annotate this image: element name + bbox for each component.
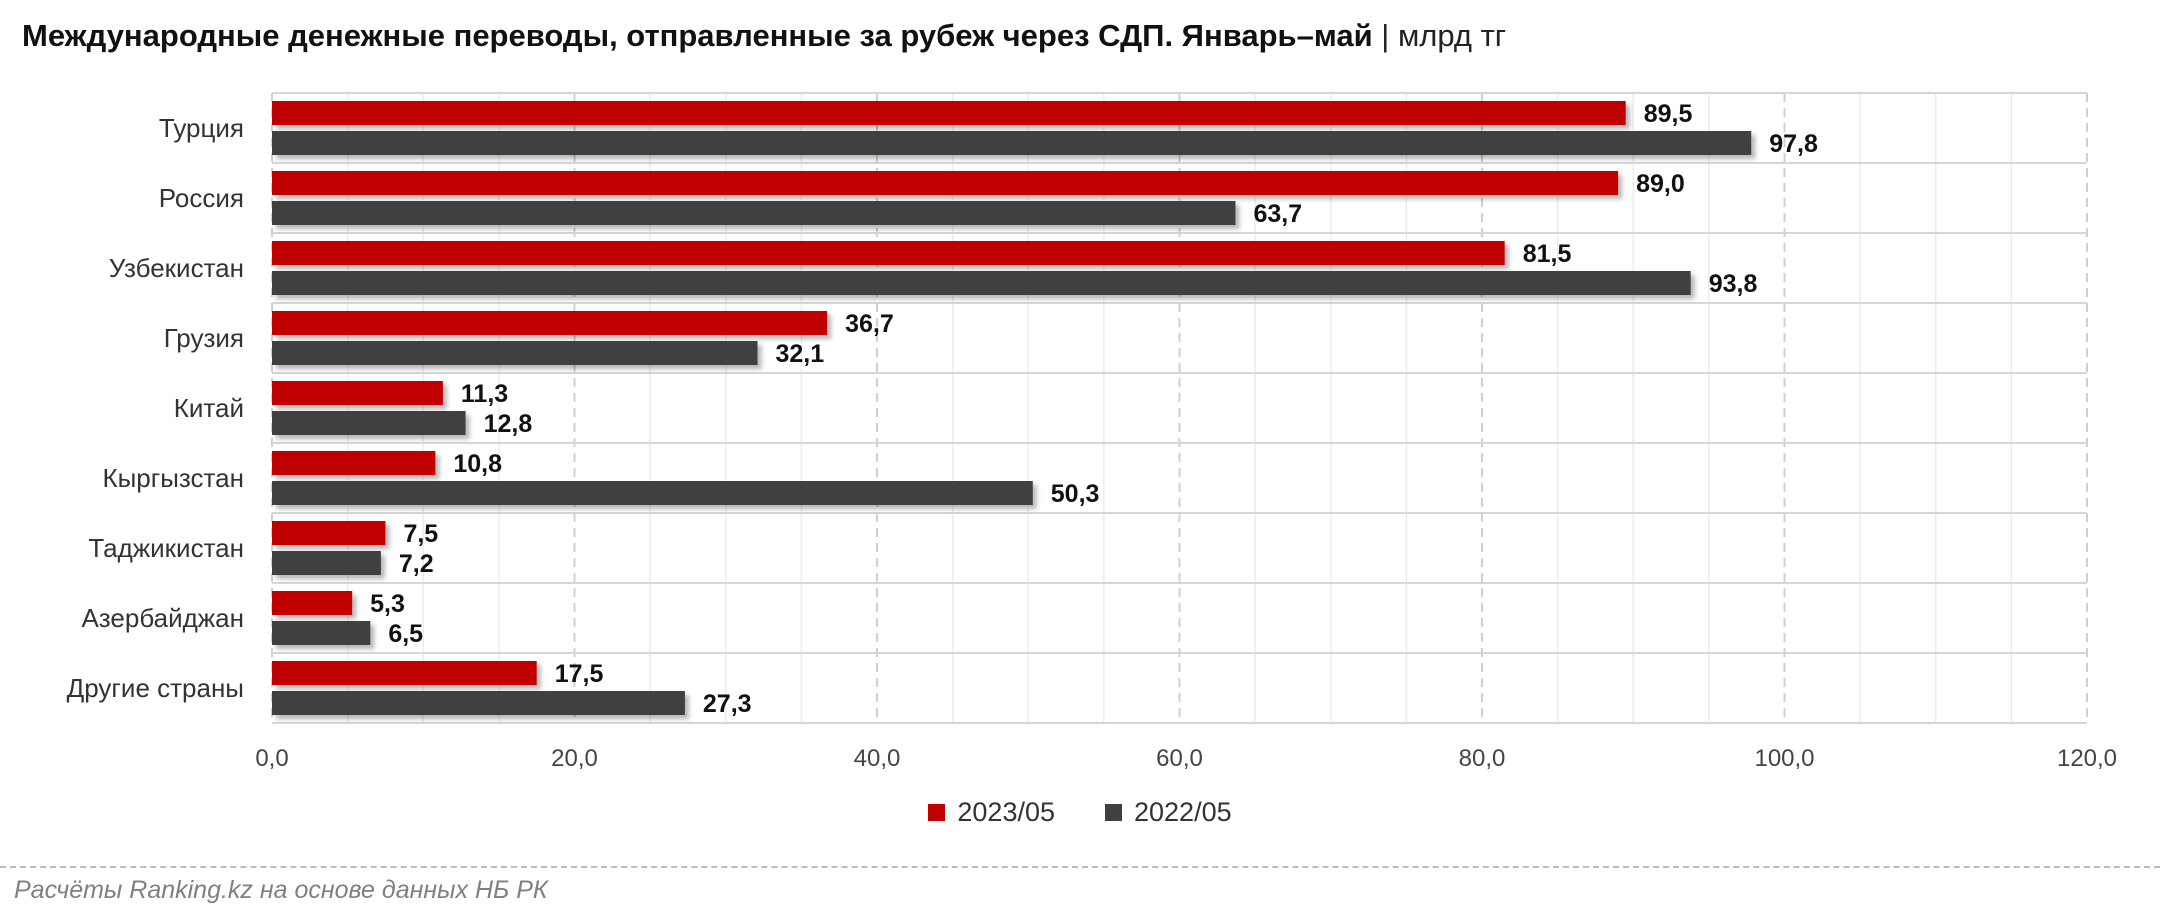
data-label: 36,7 — [845, 310, 894, 338]
bar-2023 — [272, 381, 443, 405]
category-label: Таджикистан — [88, 533, 244, 563]
grid — [271, 92, 2088, 724]
legend-swatch-2023 — [928, 804, 946, 821]
legend-item-2023: 2023/05 — [928, 797, 1055, 828]
legend-swatch-2022 — [1105, 804, 1122, 821]
data-label: 50,3 — [1051, 480, 1100, 508]
bar-2022 — [272, 341, 758, 365]
data-label: 32,1 — [776, 340, 825, 368]
source-note: Расчёты Ranking.kz на основе данных НБ Р… — [14, 876, 548, 904]
x-tick-label: 120,0 — [2057, 745, 2117, 772]
bars — [272, 101, 1752, 715]
data-label: 10,8 — [453, 450, 502, 478]
x-tick-label: 80,0 — [1459, 745, 1506, 772]
bar-2023 — [272, 101, 1626, 125]
category-label: Азербайджан — [81, 603, 244, 633]
legend-item-2022: 2022/05 — [1105, 797, 1232, 828]
data-label: 89,0 — [1636, 170, 1685, 198]
bar-chart: 89,5 97,8 89,0 63,7 81,5 93,8 36,7 32,1 11,312,8… — [67, 92, 2117, 772]
bar-2022 — [272, 481, 1033, 505]
x-tick-label: 20,0 — [551, 745, 598, 772]
data-label: 81,5 — [1523, 240, 1572, 268]
data-label: 27,3 — [703, 690, 752, 718]
legend-label-2022: 2022/05 — [1134, 797, 1232, 827]
data-label: 93,8 — [1709, 270, 1758, 298]
bar-2022 — [272, 551, 381, 575]
category-label: Турция — [159, 113, 244, 143]
x-tick-label: 40,0 — [854, 745, 901, 772]
legend: 2023/05 2022/05 — [0, 797, 2160, 828]
bar-2023 — [272, 521, 386, 545]
source-divider — [0, 866, 2160, 868]
data-label: 5,3 — [370, 590, 405, 618]
data-label: 12,8 — [484, 410, 533, 438]
x-tick-label: 0,0 — [255, 745, 288, 772]
axes: Турция Россия Узбекистан Грузия Китай Кыргызс… — [67, 113, 2117, 772]
data-label: 7,2 — [399, 550, 434, 578]
legend-label-2023: 2023/05 — [957, 797, 1055, 827]
unit-label: млрд тг — [1397, 18, 1507, 53]
category-label: Узбекистан — [109, 253, 244, 283]
x-tick-label: 60,0 — [1156, 745, 1203, 772]
data-label: 6,5 — [388, 620, 423, 648]
data-label: 7,5 — [403, 520, 438, 548]
bar-2023 — [272, 661, 537, 685]
title-separator: | — [1381, 18, 1390, 53]
bar-2023 — [272, 241, 1505, 265]
category-label: Кыргызстан — [102, 463, 244, 493]
bar-2022 — [272, 691, 685, 715]
data-labels: 89,5 97,8 89,0 63,7 81,5 93,8 36,7 32,1 11,312,8… — [370, 100, 1818, 718]
category-label: Китай — [174, 393, 244, 423]
bar-2023 — [272, 451, 436, 475]
chart-title: Международные денежные переводы, отправл… — [22, 18, 1506, 54]
bar-2023 — [272, 171, 1619, 195]
category-label: Грузия — [164, 323, 244, 353]
bar-2022 — [272, 131, 1752, 155]
bar-2022 — [272, 201, 1236, 225]
bar-2023 — [272, 591, 353, 615]
title-text: Международные денежные переводы, отправл… — [22, 18, 1373, 53]
category-label: Россия — [159, 183, 244, 213]
bar-2022 — [272, 621, 371, 645]
bar-2022 — [272, 411, 466, 435]
data-label: 11,3 — [461, 380, 508, 408]
bar-2022 — [272, 271, 1691, 295]
data-label: 89,5 — [1644, 100, 1693, 128]
category-label: Другие страны — [67, 673, 244, 703]
data-label: 97,8 — [1769, 130, 1818, 158]
x-tick-label: 100,0 — [1754, 745, 1814, 772]
data-label: 63,7 — [1253, 200, 1302, 228]
data-label: 17,5 — [555, 660, 604, 688]
bar-2023 — [272, 311, 828, 335]
